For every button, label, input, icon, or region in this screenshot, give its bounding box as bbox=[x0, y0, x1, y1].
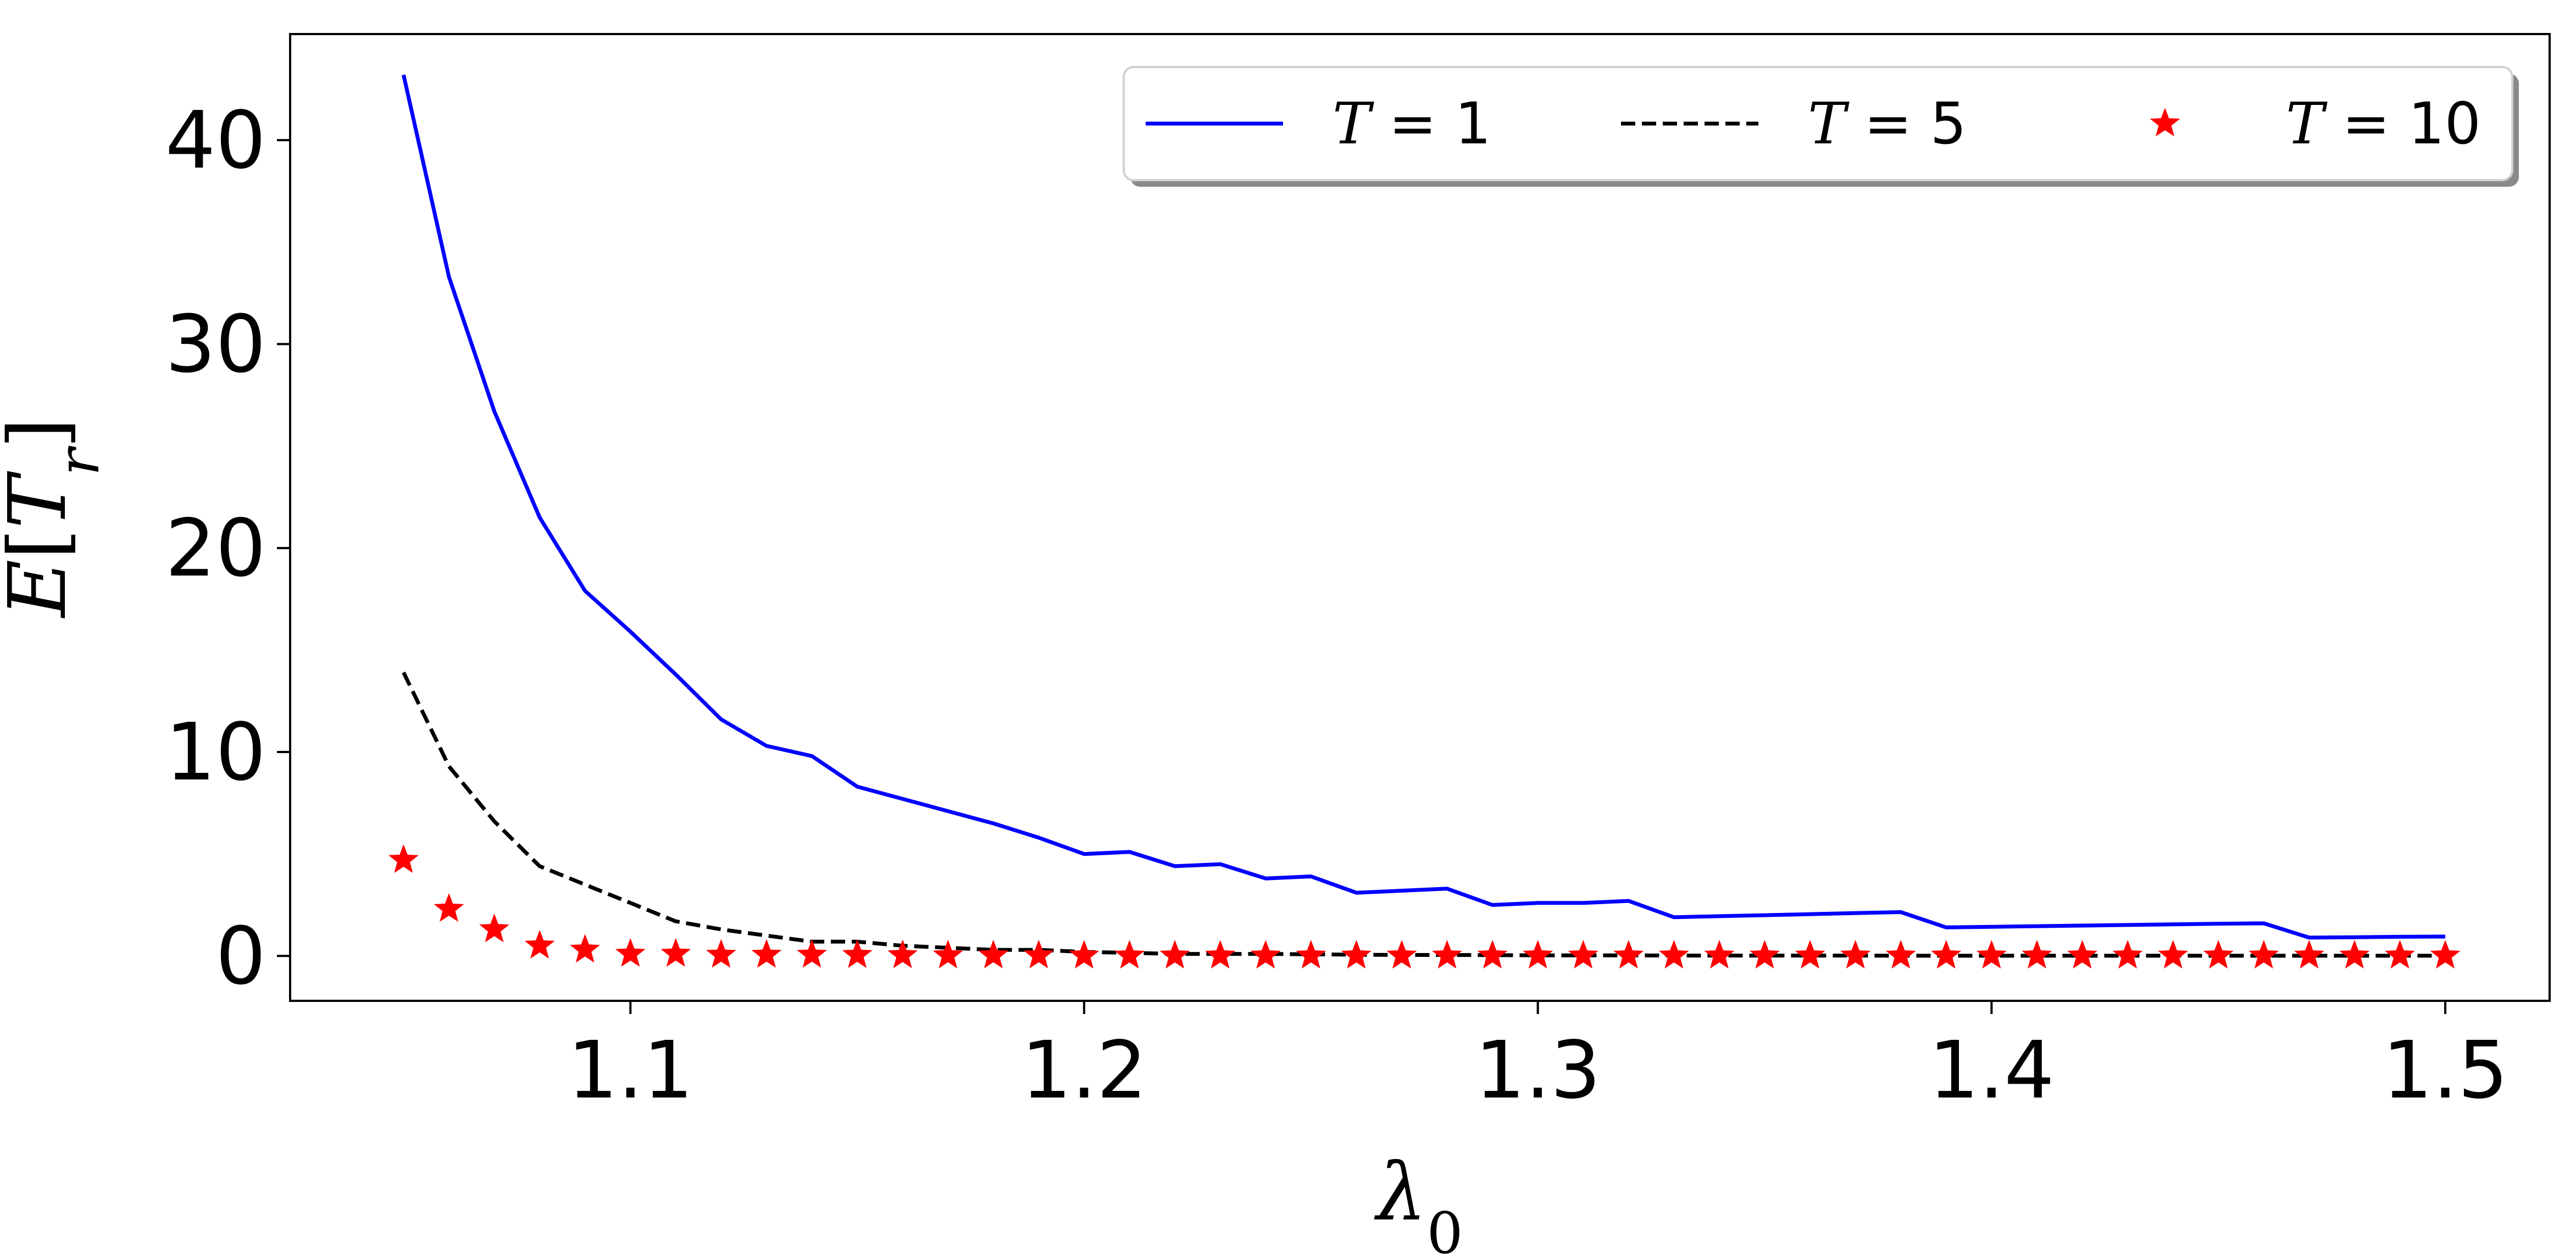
legend-box bbox=[1123, 66, 2513, 181]
series-3-point bbox=[1205, 940, 1236, 969]
legend-label-part: T bbox=[2286, 90, 2328, 157]
legend-label-part: = 5 bbox=[1846, 90, 1966, 157]
legend-entry-1: T = 1 bbox=[1146, 90, 1491, 157]
series-3-point bbox=[1795, 940, 1825, 969]
x-tick-label: 1.1 bbox=[568, 1024, 693, 1116]
series-3-point bbox=[2294, 940, 2324, 969]
y-axis-label-part-0: E bbox=[0, 560, 84, 619]
legend-label-part: T bbox=[1333, 90, 1374, 157]
x-tick-label: 1.5 bbox=[2383, 1024, 2508, 1116]
series-2 bbox=[402, 671, 2446, 958]
series-3-point bbox=[1659, 940, 1689, 969]
legend-entry-3: T = 10 bbox=[2150, 90, 2481, 157]
series-3-point bbox=[1568, 940, 1598, 969]
series-3-point bbox=[2022, 940, 2052, 969]
legend-marker bbox=[2150, 108, 2180, 137]
series-3-point bbox=[1704, 940, 1735, 969]
series-3-point bbox=[434, 893, 464, 922]
legend-label-part: T bbox=[1808, 90, 1850, 157]
series-3 bbox=[388, 844, 2461, 969]
series-3-point bbox=[706, 939, 736, 968]
y-tick-label: 10 bbox=[165, 706, 266, 798]
series-3-point bbox=[978, 939, 1009, 968]
legend-label-part: = 10 bbox=[2324, 90, 2481, 157]
series-3-point bbox=[1977, 940, 2007, 969]
x-axis-label-part-1: 0 bbox=[1427, 1200, 1463, 1259]
series-3-point bbox=[570, 934, 601, 963]
series-3-point bbox=[388, 844, 419, 873]
series-3-point bbox=[1159, 940, 1190, 969]
y-axis: 0 10 20 30 40 bbox=[165, 94, 290, 1002]
series-3-point bbox=[1840, 940, 1871, 969]
legend-label: T = 1 bbox=[1333, 90, 1491, 157]
y-axis-label-part-4: ] bbox=[0, 417, 84, 448]
series-3-point bbox=[751, 939, 782, 968]
y-tick-label: 40 bbox=[165, 94, 266, 186]
x-axis-label-part-0: λ bbox=[1374, 1146, 1426, 1238]
series-3-point bbox=[660, 938, 691, 967]
series-3-point bbox=[524, 929, 555, 959]
series-3-point bbox=[1523, 940, 1553, 969]
x-axis: 1.1 1.2 1.3 1.4 1.5 bbox=[568, 1001, 2508, 1116]
series-1 bbox=[401, 74, 2446, 940]
legend-label: T = 10 bbox=[2286, 90, 2481, 157]
series-3-point bbox=[1750, 940, 1780, 969]
series-3-point bbox=[1024, 939, 1054, 968]
series-3-point bbox=[2249, 940, 2279, 969]
y-tick-label: 30 bbox=[165, 298, 266, 390]
plot-area bbox=[289, 33, 2551, 1002]
series-3-point bbox=[1885, 940, 1916, 969]
y-tick-label: 20 bbox=[165, 502, 266, 594]
series-3-point bbox=[615, 938, 646, 967]
y-axis-label-part-3: r bbox=[45, 445, 112, 476]
series-3-point bbox=[1296, 940, 1326, 969]
series-3-point bbox=[797, 939, 827, 968]
series-3-point bbox=[1069, 940, 1100, 969]
series-3-point bbox=[2067, 940, 2097, 969]
legend-label: T = 5 bbox=[1808, 90, 1967, 157]
series-3-point bbox=[1613, 940, 1644, 969]
legend-entry-2: T = 5 bbox=[1621, 90, 1967, 157]
x-tick-label: 1.3 bbox=[1475, 1024, 1601, 1116]
series-3-point bbox=[887, 939, 918, 968]
series-3-point bbox=[2385, 940, 2415, 969]
series-3-point bbox=[1386, 940, 1417, 969]
series-2-line bbox=[402, 671, 2446, 958]
legend-label-part: = 1 bbox=[1370, 90, 1491, 157]
series-3-point bbox=[2339, 940, 2370, 969]
y-axis-label-part-2: T bbox=[0, 471, 84, 528]
series-3-point bbox=[2112, 940, 2143, 969]
series-3-point bbox=[842, 939, 873, 968]
series-3-point bbox=[2203, 940, 2234, 969]
series-3-point bbox=[2158, 940, 2189, 969]
series-3-point bbox=[2430, 940, 2461, 969]
x-axis-label: λ0 bbox=[1374, 1146, 1463, 1259]
series-1-line bbox=[401, 74, 2446, 940]
y-axis-label-part-1: [ bbox=[0, 528, 84, 559]
y-axis-label: E[Tr] bbox=[0, 417, 112, 619]
series-3-point bbox=[1931, 940, 1962, 969]
plot-frame bbox=[289, 33, 2551, 1002]
series-3-point bbox=[1477, 940, 1508, 969]
series-3-point bbox=[1341, 940, 1372, 969]
series-3-point bbox=[479, 913, 509, 943]
x-tick-label: 1.2 bbox=[1021, 1024, 1147, 1116]
series-3-point bbox=[1114, 940, 1145, 969]
y-tick-label: 0 bbox=[215, 910, 266, 1002]
series-3-point bbox=[1250, 940, 1281, 969]
series-3-point bbox=[932, 939, 963, 968]
x-tick-label: 1.4 bbox=[1929, 1024, 2055, 1116]
series-3-point bbox=[1432, 940, 1462, 969]
